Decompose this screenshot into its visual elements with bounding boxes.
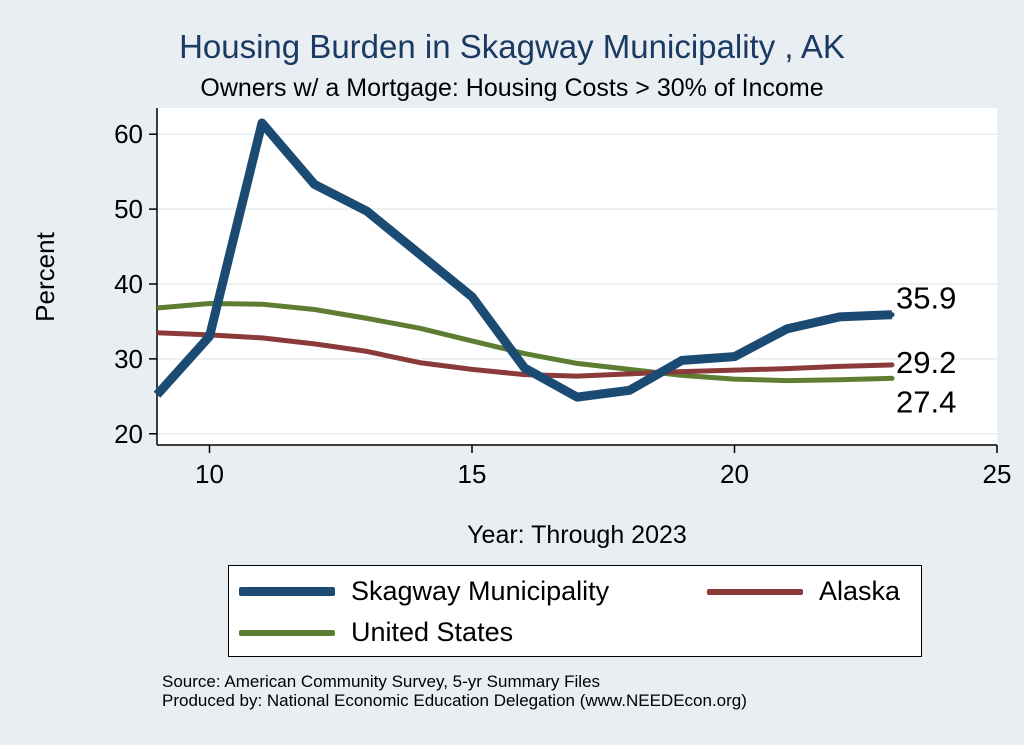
legend: Skagway Municipality Alaska United State… [228, 565, 922, 657]
legend-item-united-states: United States [239, 617, 513, 648]
legend-swatch-united-states [239, 629, 335, 636]
end-value-label: 29.2 [896, 345, 956, 380]
x-tick-label: 25 [983, 459, 1012, 489]
x-tick-label: 15 [458, 459, 487, 489]
end-point-marker [889, 375, 895, 381]
end-value-label: 35.9 [896, 281, 956, 316]
series-line-skagway-municipality [153, 118, 893, 402]
series-line-alaska [156, 330, 893, 379]
legend-swatch-skagway [239, 587, 335, 596]
x-tick-label: 10 [195, 459, 224, 489]
y-tick-label: 30 [114, 344, 143, 374]
legend-label-skagway: Skagway Municipality [351, 576, 610, 606]
y-tick-label: 20 [114, 419, 143, 449]
series-line-united-states [156, 301, 893, 384]
end-point-marker [889, 362, 895, 368]
legend-item-alaska: Alaska [707, 576, 900, 607]
end-point-marker [889, 312, 895, 318]
chart-subtitle: Owners w/ a Mortgage: Housing Costs > 30… [200, 74, 824, 102]
chart-title: Housing Burden in Skagway Municipality ,… [179, 28, 845, 65]
legend-label-alaska: Alaska [819, 576, 901, 606]
source-note: Source: American Community Survey, 5-yr … [162, 672, 747, 710]
source-line: Source: American Community Survey, 5-yr … [162, 672, 601, 691]
legend-label-united-states: United States [351, 617, 514, 647]
produced-by-line: Produced by: National Economic Education… [162, 691, 747, 710]
x-tick-label: 20 [720, 459, 749, 489]
legend-swatch-alaska [707, 588, 803, 595]
legend-item-skagway: Skagway Municipality [239, 576, 609, 607]
end-value-label: 27.4 [896, 384, 956, 419]
x-axis-label: Year: Through 2023 [467, 521, 687, 549]
y-tick-label: 60 [114, 119, 143, 149]
y-tick-label: 40 [114, 269, 143, 299]
y-axis-label: Percent [30, 231, 60, 321]
y-tick-label: 50 [114, 194, 143, 224]
